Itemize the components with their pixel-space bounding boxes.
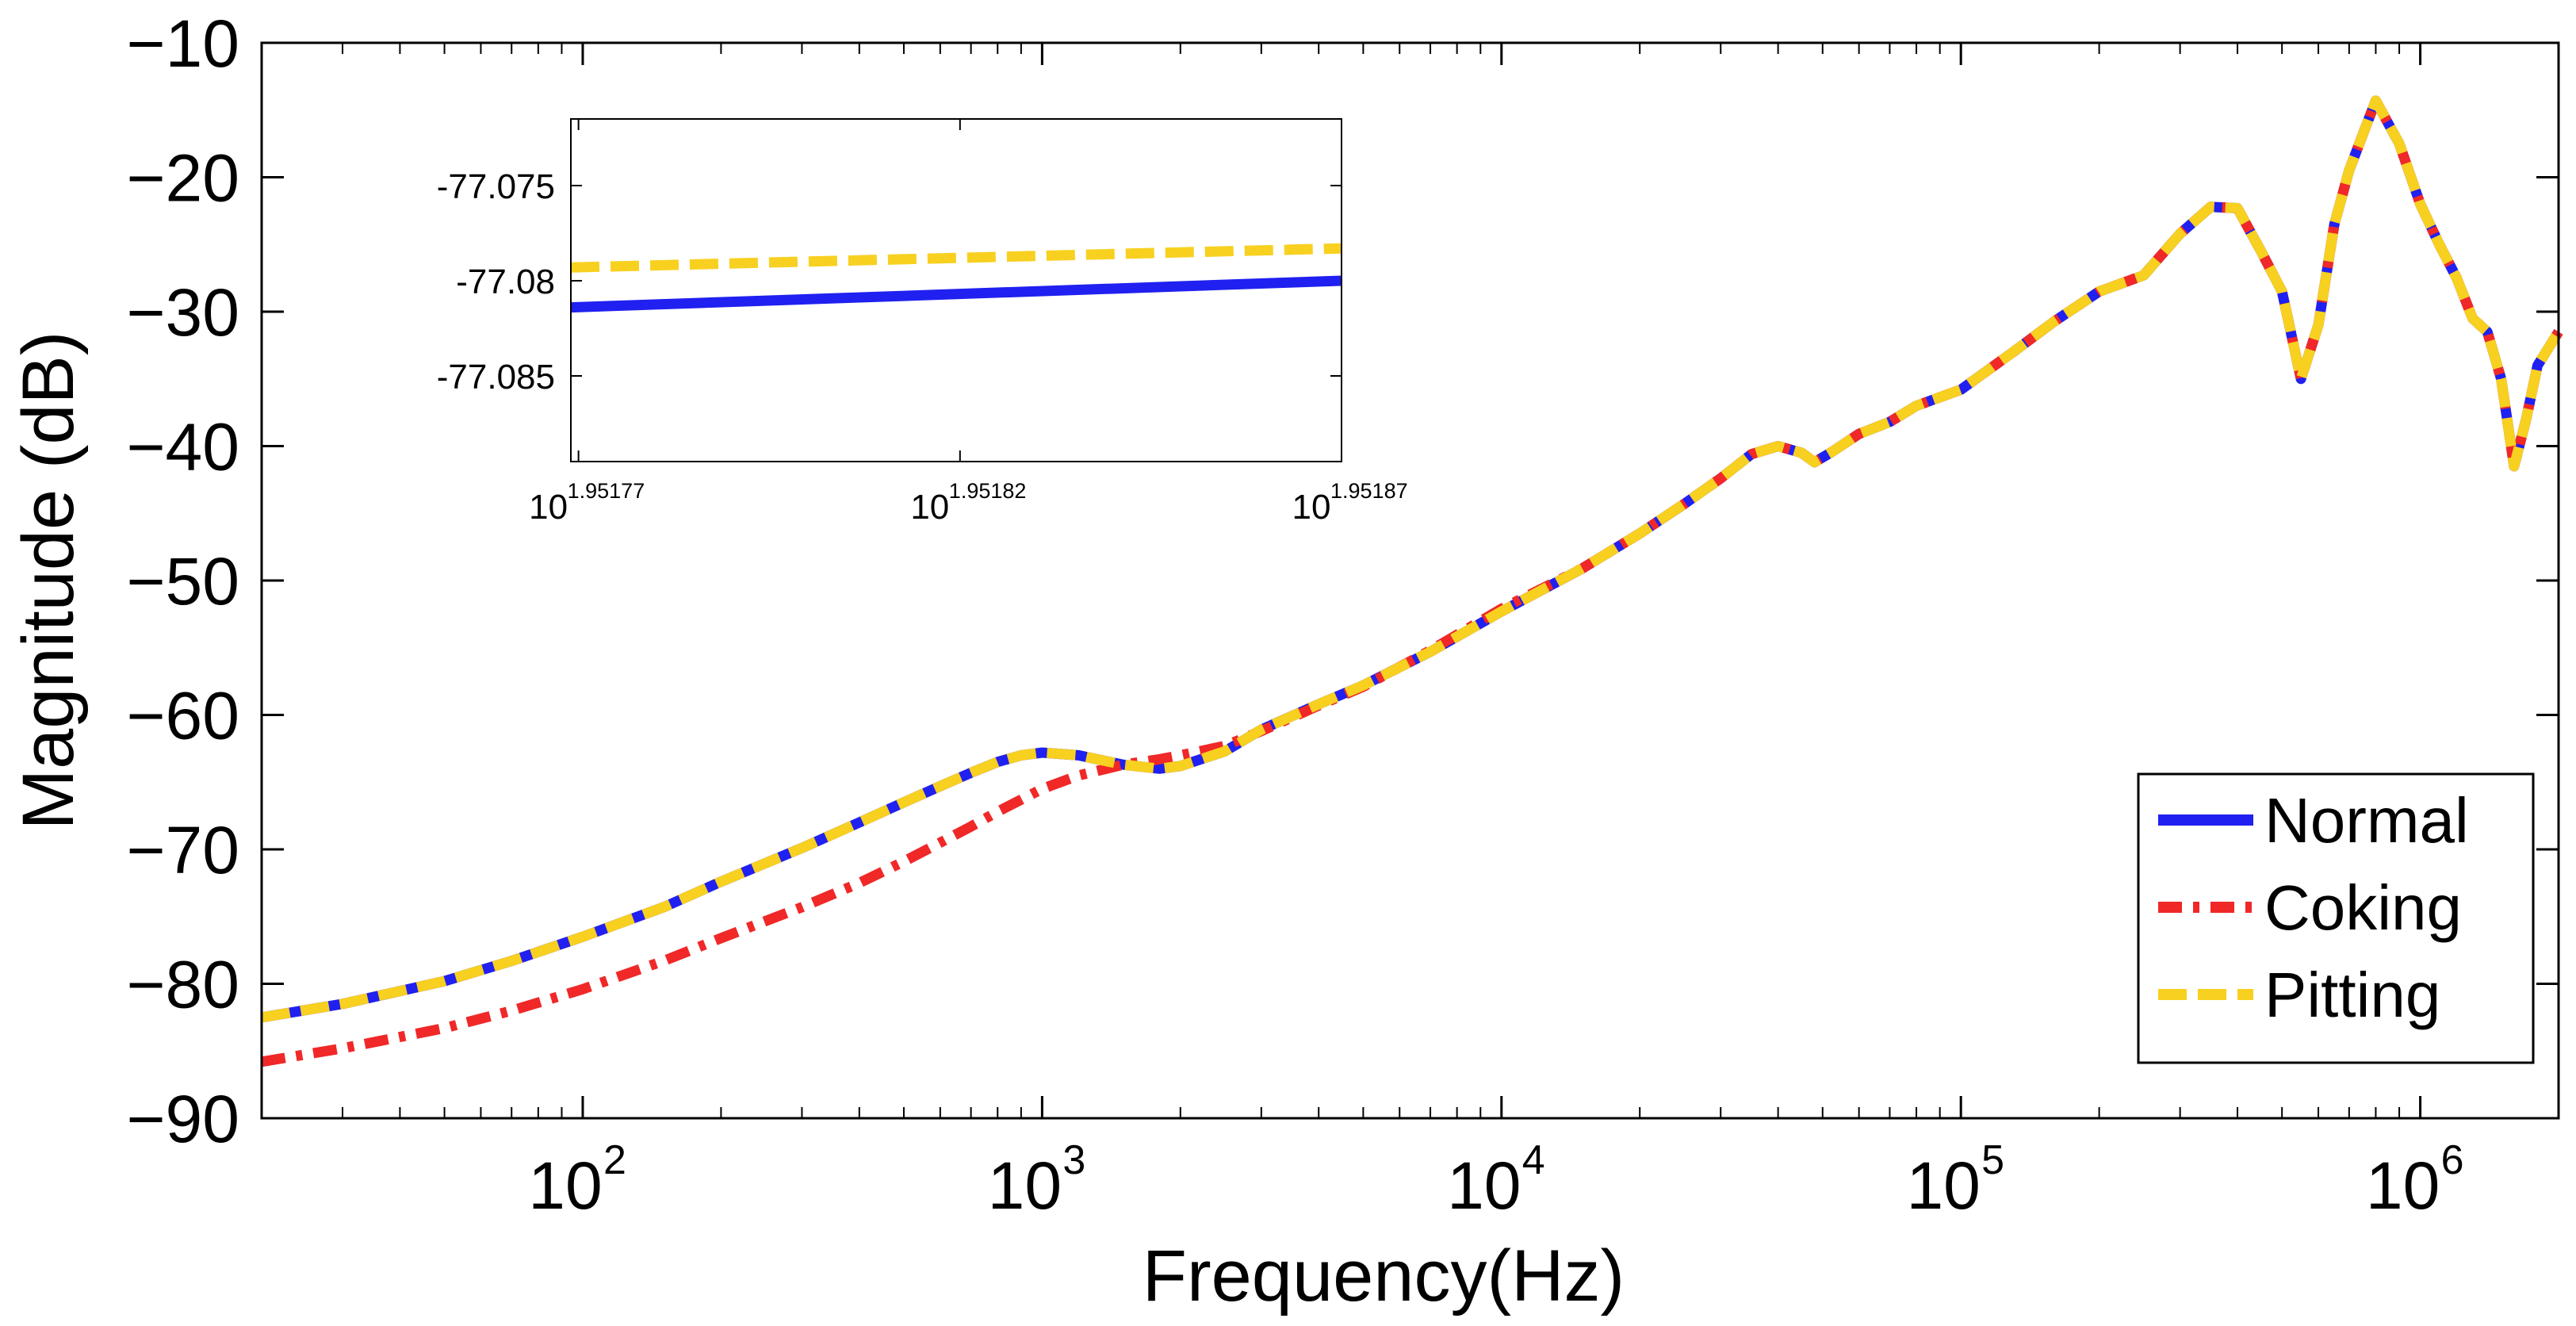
inset-x-tick-labels: 10 1.95177 10 1.95182 10 1.95187 xyxy=(529,479,1407,527)
inset-x-tick-label-exponent: 1.95177 xyxy=(568,479,645,503)
inset-y-tick-label: -77.08 xyxy=(456,263,555,301)
x-axis-label: Frequency(Hz) xyxy=(1143,1236,1625,1316)
y-tick-label: −20 xyxy=(127,141,240,216)
x-tick-label-base: 10 xyxy=(2366,1148,2440,1223)
y-tick-label: −70 xyxy=(127,813,240,887)
y-tick-label: −80 xyxy=(127,948,240,1022)
x-tick-label-base: 10 xyxy=(1447,1148,1521,1223)
x-tick-label-exponent: 2 xyxy=(603,1137,626,1183)
inset-frame xyxy=(570,118,1342,462)
main-series-group xyxy=(260,95,2563,1067)
inset-series-line-normal xyxy=(570,275,1342,313)
x-tick-label-exponent: 4 xyxy=(1522,1137,1545,1183)
x-tick-label-exponent: 3 xyxy=(1062,1137,1085,1183)
legend-label-pitting: Pitting xyxy=(2264,960,2440,1030)
y-tick-label: −90 xyxy=(127,1082,240,1156)
legend-label-coking: Coking xyxy=(2264,872,2462,943)
x-minor-ticks xyxy=(261,43,2559,1118)
x-tick-labels: 10 2 10 3 10 4 10 5 10 6 xyxy=(528,1137,2463,1223)
inset-series-line-pitting xyxy=(570,243,1342,273)
y-axis-label: Magnitude (dB) xyxy=(8,332,89,830)
inset-plot: 10 1.95177 10 1.95182 10 1.95187 -77.075-77.0… xyxy=(437,118,1408,527)
x-tick-label-base: 10 xyxy=(1906,1148,1980,1223)
inset-y-tick-labels: -77.075 -77.08 -77.085 xyxy=(437,167,555,397)
inset-x-tick-label-exponent: 1.95182 xyxy=(949,479,1027,503)
y-tick-label: −40 xyxy=(127,410,240,485)
plot-frame xyxy=(260,41,2560,1120)
inset-y-tick-label: -77.075 xyxy=(437,167,555,206)
x-tick-label-base: 10 xyxy=(988,1148,1062,1223)
x-tick-label-exponent: 5 xyxy=(1981,1137,2004,1183)
inset-x-tick-label-base: 10 xyxy=(1292,488,1331,527)
inset-x-tick-label-base: 10 xyxy=(910,488,949,527)
inset-x-tick-label-exponent: 1.95187 xyxy=(1330,479,1408,503)
inset-y-tick-label: -77.085 xyxy=(437,358,555,397)
x-tick-label-exponent: 6 xyxy=(2441,1137,2464,1183)
inset-series-group xyxy=(570,243,1342,313)
legend-label-normal: Normal xyxy=(2264,785,2469,856)
x-tick-label-base: 10 xyxy=(528,1148,602,1223)
legend: Normal Coking Pitting xyxy=(2137,772,2535,1064)
y-tick-label: −10 xyxy=(127,6,240,81)
inset-x-tick-label-base: 10 xyxy=(529,488,568,527)
y-tick-label: −30 xyxy=(127,275,240,350)
y-tick-label: −60 xyxy=(127,679,240,753)
y-tick-labels: −10 −20 −30 −40 −50 −60 −70 −80 −90 xyxy=(127,6,240,1156)
series-line-pitting xyxy=(260,95,2563,1023)
y-tick-label: −50 xyxy=(127,544,240,619)
